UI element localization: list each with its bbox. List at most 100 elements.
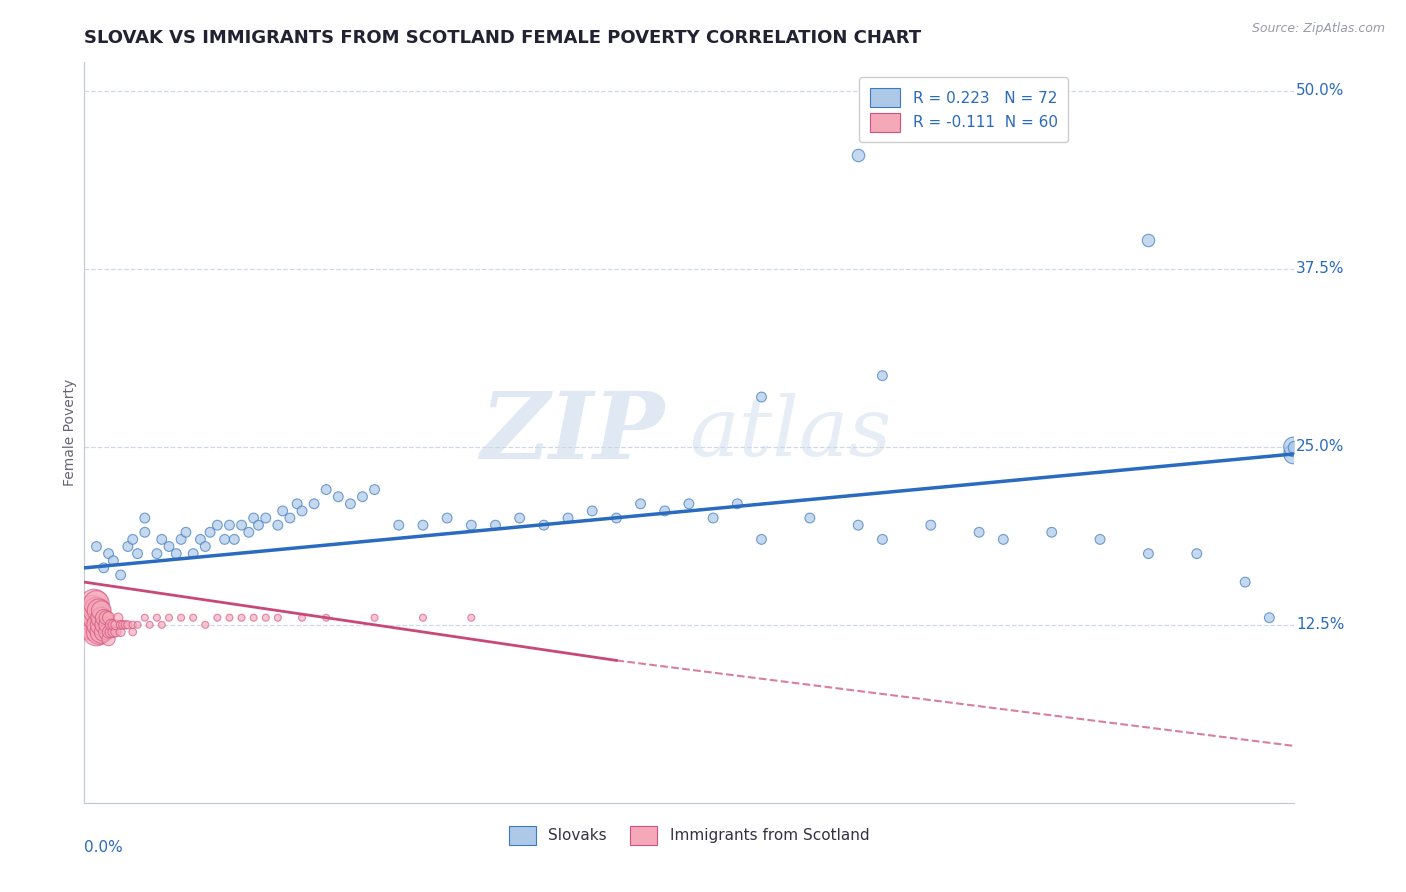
Point [218, 518, 240, 533]
Text: 50.0%: 50.0% [1296, 84, 1344, 98]
Point [224, 533, 246, 547]
Point [285, 497, 308, 511]
Point [363, 610, 385, 624]
Point [110, 617, 132, 632]
Point [83, 610, 105, 624]
Text: 12.5%: 12.5% [1296, 617, 1344, 632]
Point [702, 511, 724, 525]
Point [94, 617, 117, 632]
Point [86, 604, 108, 618]
Point [231, 610, 253, 624]
Point [146, 610, 169, 624]
Point [846, 148, 869, 162]
Point [751, 533, 773, 547]
Point [242, 511, 264, 525]
Point [267, 610, 290, 624]
Point [484, 518, 506, 533]
Point [1137, 234, 1160, 248]
Point [533, 518, 555, 533]
Point [80, 604, 103, 618]
Point [112, 617, 135, 632]
Point [630, 497, 652, 511]
Point [799, 511, 821, 525]
Point [134, 511, 156, 525]
Point [194, 617, 217, 632]
Point [194, 540, 217, 554]
Point [90, 604, 112, 618]
Point [90, 617, 112, 632]
Point [150, 617, 173, 632]
Point [872, 368, 894, 383]
Point [114, 617, 136, 632]
Point [1282, 440, 1305, 454]
Point [121, 533, 143, 547]
Point [238, 525, 260, 540]
Text: 37.5%: 37.5% [1296, 261, 1344, 277]
Point [157, 610, 180, 624]
Text: SLOVAK VS IMMIGRANTS FROM SCOTLAND FEMALE POVERTY CORRELATION CHART: SLOVAK VS IMMIGRANTS FROM SCOTLAND FEMAL… [84, 29, 921, 47]
Point [87, 604, 110, 618]
Point [436, 511, 458, 525]
Point [86, 610, 108, 624]
Point [90, 624, 112, 639]
Point [254, 511, 277, 525]
Point [267, 518, 290, 533]
Text: ZIP: ZIP [481, 388, 665, 477]
Point [165, 547, 187, 561]
Point [117, 540, 139, 554]
Point [127, 547, 149, 561]
Point [93, 610, 115, 624]
Point [94, 610, 117, 624]
Point [97, 632, 120, 646]
Point [654, 504, 676, 518]
Point [170, 533, 193, 547]
Point [103, 617, 125, 632]
Text: 25.0%: 25.0% [1296, 440, 1344, 454]
Point [1137, 547, 1160, 561]
Point [121, 624, 143, 639]
Point [242, 610, 264, 624]
Point [80, 617, 103, 632]
Point [77, 610, 100, 624]
Point [86, 540, 108, 554]
Point [103, 554, 125, 568]
Point [97, 610, 120, 624]
Point [90, 610, 112, 624]
Point [846, 518, 869, 533]
Point [509, 511, 531, 525]
Point [291, 610, 314, 624]
Point [134, 525, 156, 540]
Point [678, 497, 700, 511]
Point [174, 525, 197, 540]
Point [412, 610, 434, 624]
Legend: Slovaks, Immigrants from Scotland: Slovaks, Immigrants from Scotland [502, 820, 876, 851]
Point [93, 617, 115, 632]
Point [198, 525, 221, 540]
Point [751, 390, 773, 404]
Point [1282, 447, 1305, 461]
Point [967, 525, 990, 540]
Point [460, 610, 482, 624]
Point [218, 610, 240, 624]
Point [993, 533, 1015, 547]
Point [271, 504, 294, 518]
Point [920, 518, 942, 533]
Point [127, 617, 149, 632]
Point [254, 610, 277, 624]
Point [1258, 610, 1281, 624]
Point [100, 624, 122, 639]
Point [278, 511, 301, 525]
Point [117, 617, 139, 632]
Point [207, 610, 229, 624]
Point [87, 617, 110, 632]
Text: Source: ZipAtlas.com: Source: ZipAtlas.com [1251, 22, 1385, 36]
Point [1282, 440, 1305, 454]
Point [581, 504, 603, 518]
Point [207, 518, 229, 533]
Point [231, 518, 253, 533]
Point [181, 610, 204, 624]
Point [104, 617, 127, 632]
Point [121, 617, 143, 632]
Point [328, 490, 350, 504]
Point [1234, 575, 1257, 590]
